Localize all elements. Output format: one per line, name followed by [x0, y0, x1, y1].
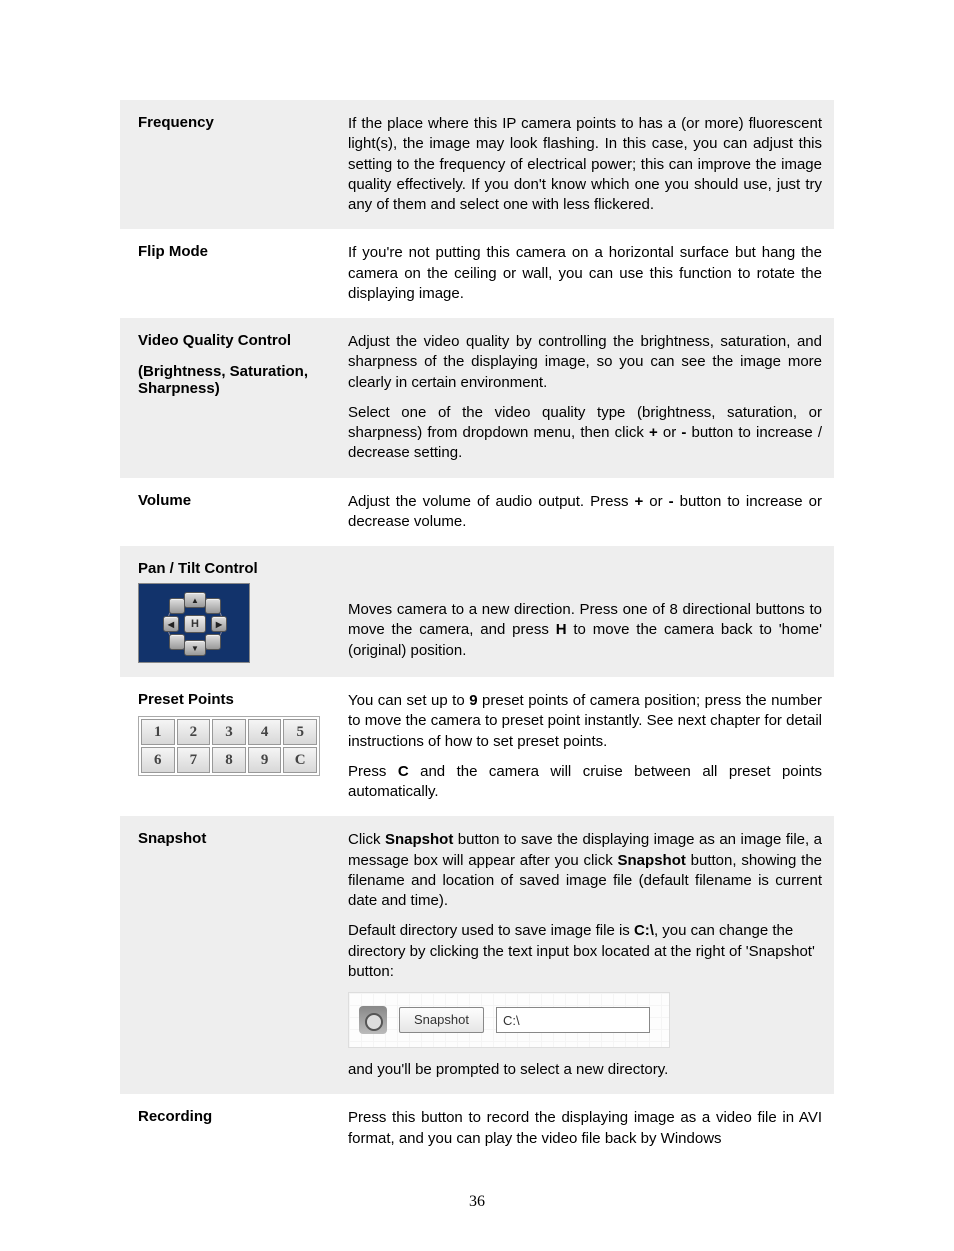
desc-frequency: If the place where this IP camera points… [348, 114, 822, 215]
preset-9[interactable]: 9 [248, 747, 282, 773]
label-pan-tilt: Pan / Tilt Control ▲ ▼ ◀ ▶ H [138, 560, 348, 663]
row-pan-tilt: Pan / Tilt Control ▲ ▼ ◀ ▶ H Moves camer… [120, 546, 834, 677]
preset-5[interactable]: 5 [283, 719, 317, 745]
row-snapshot: Snapshot Click Snapshot button to save t… [120, 816, 834, 1094]
preset-4[interactable]: 4 [248, 719, 282, 745]
row-frequency: Frequency If the place where this IP cam… [120, 100, 834, 229]
preset-2[interactable]: 2 [177, 719, 211, 745]
dpad-up[interactable]: ▲ [184, 592, 206, 608]
desc-volume: Adjust the volume of audio output. Press… [348, 492, 822, 533]
desc-snapshot: Click Snapshot button to save the displa… [348, 830, 822, 1080]
label-recording: Recording [138, 1108, 348, 1125]
dpad-home[interactable]: H [184, 615, 206, 633]
page-number: 36 [120, 1193, 834, 1211]
preset-3[interactable]: 3 [212, 719, 246, 745]
preset-7[interactable]: 7 [177, 747, 211, 773]
preset-c[interactable]: C [283, 747, 317, 773]
desc-pan-tilt: Moves camera to a new direction. Press o… [348, 560, 822, 661]
desc-flip-mode: If you're not putting this camera on a h… [348, 243, 822, 304]
dpad-left[interactable]: ◀ [163, 616, 179, 632]
document-page: Frequency If the place where this IP cam… [0, 0, 954, 1251]
preset-6[interactable]: 6 [141, 747, 175, 773]
desc-preset-points: You can set up to 9 preset points of cam… [348, 691, 822, 802]
label-flip-mode: Flip Mode [138, 243, 348, 260]
label-video-quality: Video Quality Control (Brightness, Satur… [138, 332, 348, 397]
dpad-down[interactable]: ▼ [184, 640, 206, 656]
row-recording: Recording Press this button to record th… [120, 1094, 834, 1163]
dpad-up-left[interactable] [169, 598, 185, 614]
pan-tilt-widget[interactable]: ▲ ▼ ◀ ▶ H [138, 583, 250, 663]
snapshot-ui: Snapshot [348, 992, 670, 1048]
label-snapshot: Snapshot [138, 830, 348, 847]
dpad-right[interactable]: ▶ [211, 616, 227, 632]
desc-recording: Press this button to record the displayi… [348, 1108, 822, 1149]
desc-video-quality: Adjust the video quality by controlling … [348, 332, 822, 464]
row-volume: Volume Adjust the volume of audio output… [120, 478, 834, 547]
preset-grid: 1 2 3 4 5 6 7 8 9 C [138, 716, 320, 776]
snapshot-button[interactable]: Snapshot [399, 1007, 484, 1033]
dpad-down-right[interactable] [205, 634, 221, 650]
dpad-up-right[interactable] [205, 598, 221, 614]
preset-1[interactable]: 1 [141, 719, 175, 745]
preset-8[interactable]: 8 [212, 747, 246, 773]
row-video-quality: Video Quality Control (Brightness, Satur… [120, 318, 834, 478]
camera-icon [359, 1006, 387, 1034]
row-preset-points: Preset Points 1 2 3 4 5 6 7 8 9 C You ca… [120, 677, 834, 816]
dpad-down-left[interactable] [169, 634, 185, 650]
snapshot-path-input[interactable] [496, 1007, 650, 1033]
label-frequency: Frequency [138, 114, 348, 131]
label-volume: Volume [138, 492, 348, 509]
row-flip-mode: Flip Mode If you're not putting this cam… [120, 229, 834, 318]
label-preset-points: Preset Points 1 2 3 4 5 6 7 8 9 C [138, 691, 348, 776]
